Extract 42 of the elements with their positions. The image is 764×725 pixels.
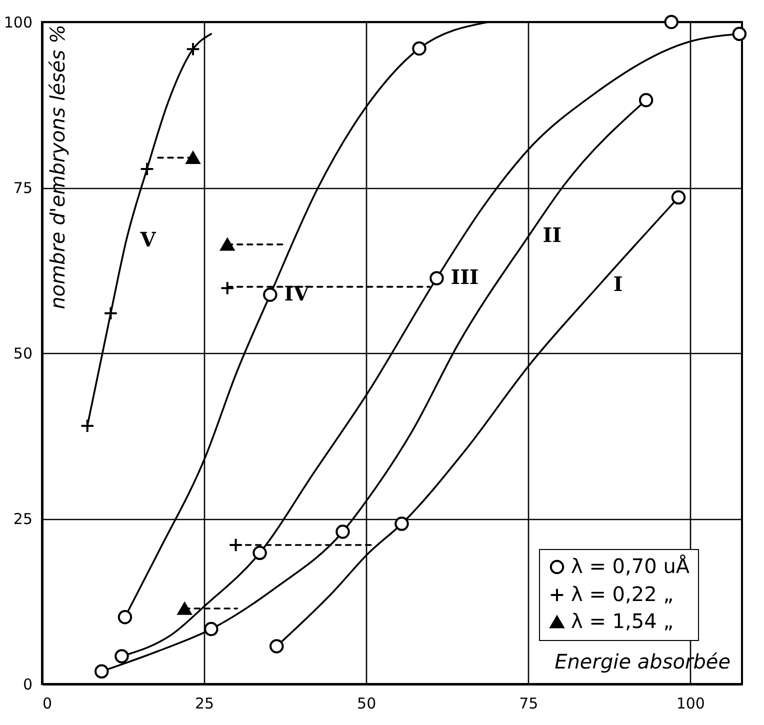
series-label: I	[613, 272, 623, 296]
point	[114, 649, 129, 664]
x-tick-label: 100	[676, 694, 705, 712]
point	[228, 538, 243, 552]
point	[204, 622, 218, 636]
point	[412, 41, 426, 56]
point	[118, 610, 132, 624]
point	[638, 93, 654, 108]
point	[394, 516, 409, 531]
x-tick-label: 0	[42, 694, 52, 712]
point	[104, 306, 118, 320]
point	[186, 151, 200, 164]
y-axis-title: nombre d'embryons lésés %	[46, 24, 70, 310]
point	[671, 190, 686, 205]
legend-label: λ = 0,70 uÅ	[571, 554, 690, 578]
y-tick-label: 0	[22, 676, 32, 694]
y-tick-label: 100	[4, 14, 32, 32]
legend-label: λ = 0,22 „	[571, 582, 674, 606]
series-label: II	[542, 222, 562, 247]
point	[140, 162, 154, 176]
point	[270, 639, 284, 654]
point	[336, 524, 350, 539]
point	[664, 14, 678, 30]
point	[220, 281, 234, 296]
point	[94, 664, 109, 679]
point	[80, 418, 94, 433]
y-tick-label: 75	[13, 179, 32, 197]
series-label: III	[450, 265, 479, 290]
series-label: V	[139, 227, 156, 252]
point	[186, 42, 200, 56]
y-tick-label: 50	[13, 344, 32, 362]
y-tick-label: 25	[13, 510, 32, 528]
point	[220, 238, 234, 251]
point	[732, 26, 747, 42]
x-tick-label: 50	[357, 694, 376, 712]
point	[430, 271, 444, 286]
point	[177, 602, 192, 615]
legend-label: λ = 1,54 „	[571, 609, 674, 633]
point	[252, 546, 267, 560]
x-tick-label: 25	[194, 694, 214, 712]
x-tick-label: 75	[519, 694, 538, 712]
point	[263, 288, 278, 302]
